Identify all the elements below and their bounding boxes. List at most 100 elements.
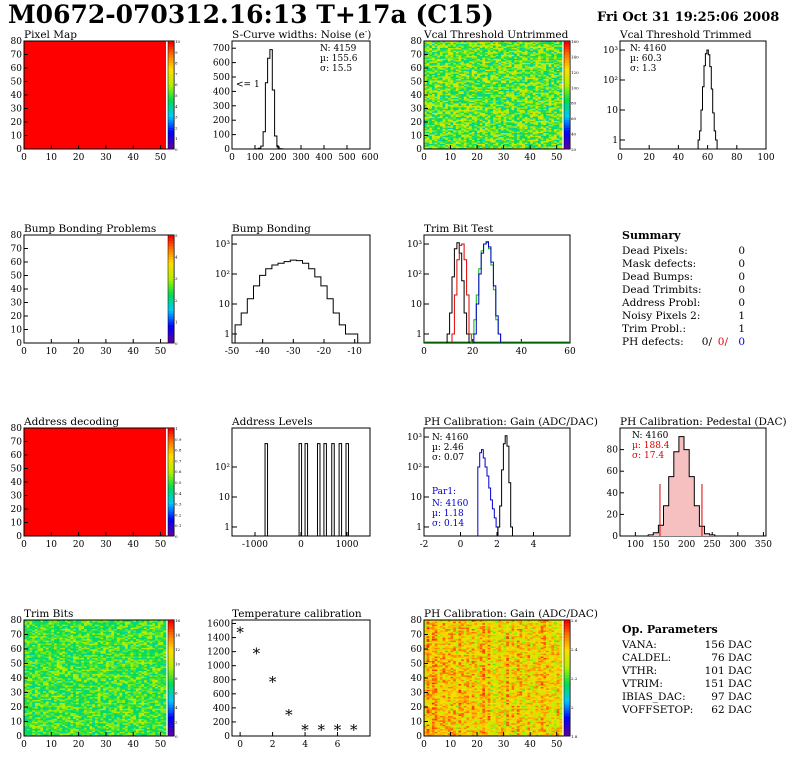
panel-bump-bonding: Bump Bonding -50 -40 -30 -20 -10 1 10 10² 10³: [215, 223, 371, 357]
y-tick-label: 300: [213, 102, 230, 112]
panel-title: Temperature calibration: [232, 608, 362, 620]
color-scale-step: [168, 455, 174, 459]
y-tick-label: 70: [11, 51, 23, 61]
y-tick-label: 10: [411, 132, 423, 142]
y-tick-label: 0: [224, 145, 230, 155]
x-tick-label: 2: [270, 740, 276, 750]
color-scale: [167, 40, 175, 150]
x-tick-label: 20: [471, 153, 483, 163]
color-scale-step: [564, 620, 570, 624]
panel-title: Vcal Threshold Trimmed: [619, 29, 752, 41]
color-scale-step: [168, 680, 174, 685]
color-scale-step: [168, 436, 174, 440]
color-scale-step: [168, 721, 174, 725]
y-tick-label: 80: [11, 37, 23, 47]
summary-label: Mask defects:: [622, 258, 696, 270]
par-label: Par1:: [432, 487, 456, 497]
color-scale-step: [168, 522, 174, 526]
plot-frame: [231, 234, 371, 344]
color-scale-step: [168, 280, 174, 285]
color-scale-step: [168, 649, 174, 653]
x-tick-label: 0: [21, 740, 27, 750]
panel-title: S-Curve widths: Noise (e-): [232, 28, 371, 41]
y-tick-label: 10: [219, 493, 231, 503]
color-scale-step: [564, 634, 570, 638]
color-scale-step: [168, 253, 174, 258]
color-scale-step: [168, 715, 174, 720]
x-tick-label: 40: [128, 153, 140, 163]
gain-series-par1: [477, 449, 499, 537]
y-tick-label: 0: [612, 532, 618, 542]
x-tick-label: 2: [494, 540, 500, 550]
x-tick-label: 10: [445, 740, 457, 750]
z-tick-label: 0.3: [175, 502, 182, 507]
color-scale-step: [564, 70, 570, 74]
z-tick-label: 2.6: [571, 618, 578, 623]
color-scale-step: [168, 243, 174, 247]
color-scale-step: [564, 57, 570, 61]
z-tick-label: 4: [175, 705, 178, 710]
y-tick-label: 600: [213, 690, 230, 700]
color-scale-step: [564, 657, 570, 662]
z-tick-label: 60: [571, 116, 577, 121]
stats-line: N: 4160: [632, 431, 669, 441]
color-scale-step: [564, 111, 570, 115]
color-scale-step: [168, 318, 174, 322]
x-tick-label: 0: [298, 540, 304, 550]
color-scale-step: [168, 709, 174, 714]
color-scale-step: [168, 511, 174, 515]
x-tick-label: 10: [445, 153, 457, 163]
color-scale-step: [168, 259, 174, 263]
color-scale-step: [564, 84, 570, 88]
y-tick-label: 50: [11, 78, 23, 88]
x-tick-label: 0: [229, 153, 235, 163]
color-scale-step: [564, 86, 570, 91]
color-scale-step: [168, 240, 174, 244]
color-scale-step: [168, 468, 174, 472]
z-tick-label: 12: [175, 647, 181, 652]
color-scale-step: [168, 495, 174, 499]
x-tick-label: 200: [678, 540, 695, 550]
y-tick-label: 10²: [603, 76, 618, 86]
y-tick-label: 80: [607, 446, 619, 456]
color-scale-step: [168, 302, 174, 306]
stats-line: N: 4159: [320, 44, 357, 54]
x-tick-label: 0: [458, 540, 464, 550]
color-scale: [563, 619, 571, 737]
color-scale-step: [564, 721, 570, 725]
color-scale-step: [564, 672, 570, 676]
param-value: 156 DAC: [705, 639, 752, 651]
panel-ph-gain: PH Calibration: Gain (ADC/DAC) -2 0 2 4 1 10 10…: [407, 416, 598, 550]
z-tick-label: 2: [175, 298, 178, 303]
y-tick-label: 50: [411, 660, 423, 670]
param-label: VANA:: [621, 639, 657, 651]
z-tick-label: 14: [175, 633, 181, 638]
color-scale-step: [168, 695, 174, 699]
y-tick-label: 20: [411, 118, 423, 128]
color-scale-step: [168, 669, 174, 673]
address-peak: [298, 443, 303, 536]
gain-series: [497, 435, 514, 537]
color-scale-step: [564, 637, 570, 641]
y-tick-label: 40: [607, 489, 619, 499]
trim-series-blue: [473, 241, 502, 344]
color-scale-step: [168, 640, 174, 644]
color-scale-step: [168, 256, 174, 260]
color-scale-step: [564, 669, 570, 673]
y-tick-label: 400: [213, 704, 230, 714]
color-scale-step: [168, 316, 174, 320]
x-tick-label: 10: [46, 347, 58, 357]
color-scale-step: [168, 95, 174, 99]
color-scale-step: [564, 730, 570, 734]
z-tick-label: 120: [571, 70, 579, 75]
color-scale-step: [564, 105, 570, 109]
color-scale-step: [168, 111, 174, 115]
color-scale-step: [168, 446, 174, 451]
param-label: CALDEL:: [622, 652, 671, 664]
color-scale-step: [564, 680, 570, 685]
x-tick-label: 50: [155, 740, 167, 750]
color-scale-step: [168, 324, 174, 328]
x-tick-label: 0: [21, 153, 27, 163]
y-tick-label: 1000: [207, 662, 230, 672]
color-scale-step: [168, 251, 174, 255]
